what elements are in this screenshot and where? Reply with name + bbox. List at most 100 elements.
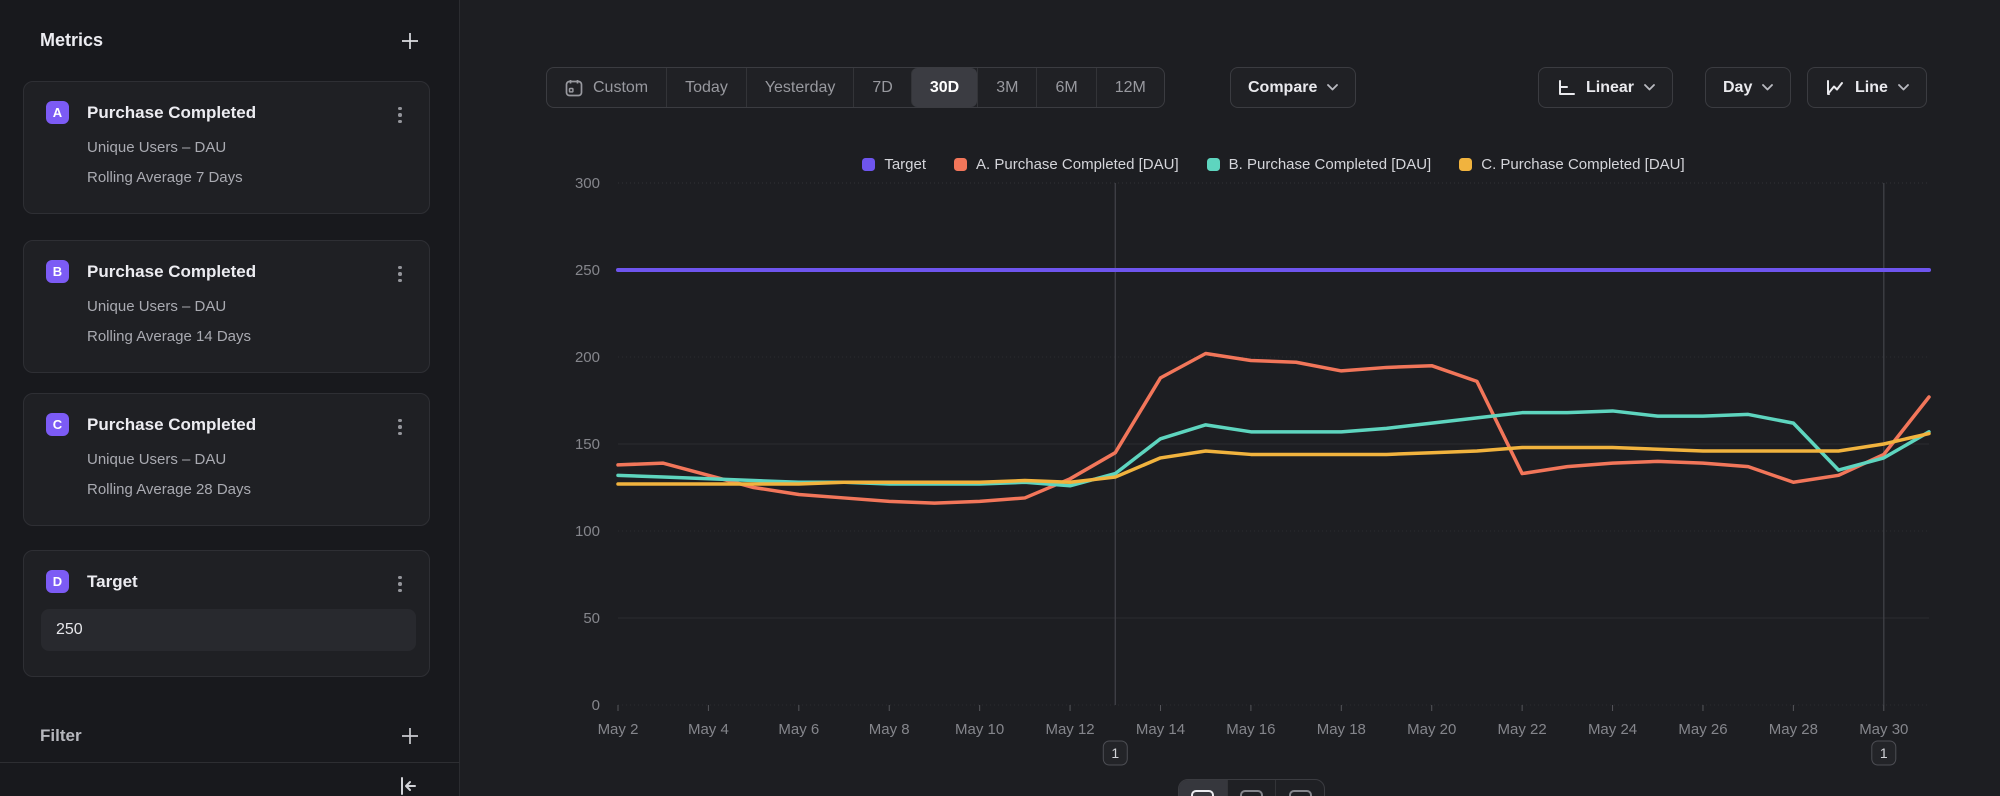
collapse-sidebar-button[interactable]: [397, 775, 419, 796]
interval-label: Day: [1723, 78, 1753, 96]
legend-item[interactable]: Target: [862, 156, 926, 173]
metric-measure-label: Unique Users – DAU: [87, 298, 227, 315]
chart-type-label: Line: [1855, 78, 1888, 96]
target-card[interactable]: D Target 250: [23, 550, 430, 677]
range-label: 6M: [1055, 78, 1078, 96]
legend-label: B. Purchase Completed [DAU]: [1228, 156, 1432, 173]
x-axis-label: May 20: [1407, 721, 1456, 738]
display-toggle-table[interactable]: [1275, 780, 1324, 796]
metric-card-header: C Purchase Completed: [46, 413, 407, 436]
metric-title: Purchase Completed: [87, 261, 257, 281]
range-3m[interactable]: 3M: [977, 68, 1036, 107]
line-chart-icon: [1827, 80, 1843, 95]
target-value-input[interactable]: 250: [41, 609, 416, 651]
metric-title: Purchase Completed: [87, 414, 257, 434]
collapse-sidebar-icon: [401, 777, 416, 795]
metric-badge-b: B: [46, 260, 69, 283]
kebab-menu-icon[interactable]: [391, 416, 409, 438]
chart-table-view-icon: [1240, 790, 1263, 796]
metrics-title: Metrics: [40, 30, 104, 50]
compare-label: Compare: [1248, 78, 1318, 96]
kebab-menu-icon[interactable]: [391, 573, 409, 595]
y-axis-label: 50: [583, 610, 600, 627]
x-axis-label: May 2: [598, 721, 639, 738]
x-axis-label: May 12: [1045, 721, 1094, 738]
metric-badge-c: C: [46, 413, 69, 436]
chevron-down-icon: [1762, 84, 1774, 91]
chart-display-toggle: [1178, 779, 1325, 796]
metric-rolling-label: Rolling Average 28 Days: [87, 481, 251, 498]
x-axis-label: May 18: [1317, 721, 1366, 738]
legend-label: C. Purchase Completed [DAU]: [1481, 156, 1685, 173]
range-label: 3M: [996, 78, 1019, 96]
metric-rolling-label: Rolling Average 14 Days: [87, 328, 251, 345]
metric-card-header: A Purchase Completed: [46, 101, 407, 124]
y-axis-label: 100: [575, 523, 600, 540]
legend-swatch: [954, 158, 968, 171]
chart-view-icon: [1191, 790, 1215, 796]
display-toggle-chart-table[interactable]: [1226, 780, 1276, 796]
range-12m[interactable]: 12M: [1095, 68, 1164, 107]
legend-item[interactable]: A. Purchase Completed [DAU]: [954, 156, 1179, 173]
range-custom[interactable]: Custom: [547, 68, 666, 107]
range-label: Today: [685, 78, 728, 96]
x-axis-label: May 28: [1769, 721, 1818, 738]
interval-selector-button[interactable]: Day: [1705, 67, 1792, 108]
legend-item[interactable]: B. Purchase Completed [DAU]: [1206, 156, 1432, 173]
kebab-menu-icon[interactable]: [391, 263, 409, 285]
annotation-badge[interactable]: [1871, 740, 1897, 766]
annotation-badge[interactable]: [1102, 740, 1128, 766]
metric-title: Purchase Completed: [87, 102, 257, 122]
range-today[interactable]: Today: [666, 68, 746, 107]
range-30d[interactable]: 30D: [910, 68, 978, 107]
y-axis-label: 200: [575, 349, 600, 366]
series-line-a[interactable]: [616, 351, 1931, 505]
line-chart[interactable]: 0 50 100 150 200 250 300 May 2 May 4 May 6 May 8 Ma…: [460, 120, 2000, 796]
scale-label: Linear: [1586, 78, 1635, 96]
display-toggle-chart[interactable]: [1179, 780, 1227, 796]
legend-label: Target: [884, 156, 927, 173]
y-axis-label: 250: [575, 262, 600, 279]
range-label: Yesterday: [764, 78, 836, 96]
legend-swatch: [1459, 158, 1473, 171]
annotation-badge-label: 1: [1111, 745, 1119, 761]
axis-scale-icon: [1559, 80, 1575, 95]
add-metric-button[interactable]: [401, 32, 419, 50]
metric-measure-label: Unique Users – DAU: [87, 451, 227, 468]
x-axis-label: May 6: [778, 721, 819, 738]
x-axis-label: May 26: [1678, 721, 1727, 738]
metric-badge-a: A: [46, 101, 69, 124]
metric-measure-label: Unique Users – DAU: [87, 139, 227, 156]
table-view-icon: [1288, 790, 1312, 796]
series-line-b[interactable]: [616, 409, 1931, 488]
compare-button[interactable]: Compare: [1230, 67, 1357, 108]
range-7d[interactable]: 7D: [853, 68, 910, 107]
range-label: 30D: [929, 78, 960, 96]
date-range-picker: Custom Today Yesterday 7D 30D 3M 6M 12M: [546, 67, 1165, 108]
filter-title: Filter: [40, 726, 82, 745]
metric-card-a[interactable]: A Purchase Completed Unique Users – DAU …: [23, 81, 430, 214]
metrics-sidebar: Metrics A Purchase Completed Unique User…: [0, 0, 460, 796]
x-axis-label: May 30: [1859, 721, 1908, 738]
kebab-menu-icon[interactable]: [391, 104, 409, 126]
range-6m[interactable]: 6M: [1036, 68, 1095, 107]
metric-card-c[interactable]: C Purchase Completed Unique Users – DAU …: [23, 393, 430, 526]
series-line-c[interactable]: [616, 431, 1931, 486]
add-filter-button[interactable]: [401, 727, 419, 745]
chevron-down-icon: [1897, 84, 1909, 91]
chart-type-selector-button[interactable]: Line: [1807, 67, 1927, 108]
chart-legend: Target A. Purchase Completed [DAU] B. Purc…: [618, 156, 1929, 173]
x-axis-label: May 10: [955, 721, 1004, 738]
legend-item[interactable]: C. Purchase Completed [DAU]: [1459, 156, 1685, 173]
metric-card-b[interactable]: B Purchase Completed Unique Users – DAU …: [23, 240, 430, 373]
range-yesterday[interactable]: Yesterday: [745, 68, 854, 107]
calendar-icon: [565, 79, 583, 97]
plus-icon: [402, 728, 418, 744]
scale-selector-button[interactable]: Linear: [1538, 67, 1674, 108]
x-axis-label: May 14: [1136, 721, 1185, 738]
chevron-down-icon: [1644, 84, 1655, 91]
x-axis-label: May 24: [1588, 721, 1637, 738]
legend-swatch: [1206, 158, 1220, 171]
metric-card-header: B Purchase Completed: [46, 260, 407, 283]
metric-card-header: D Target: [46, 570, 407, 593]
